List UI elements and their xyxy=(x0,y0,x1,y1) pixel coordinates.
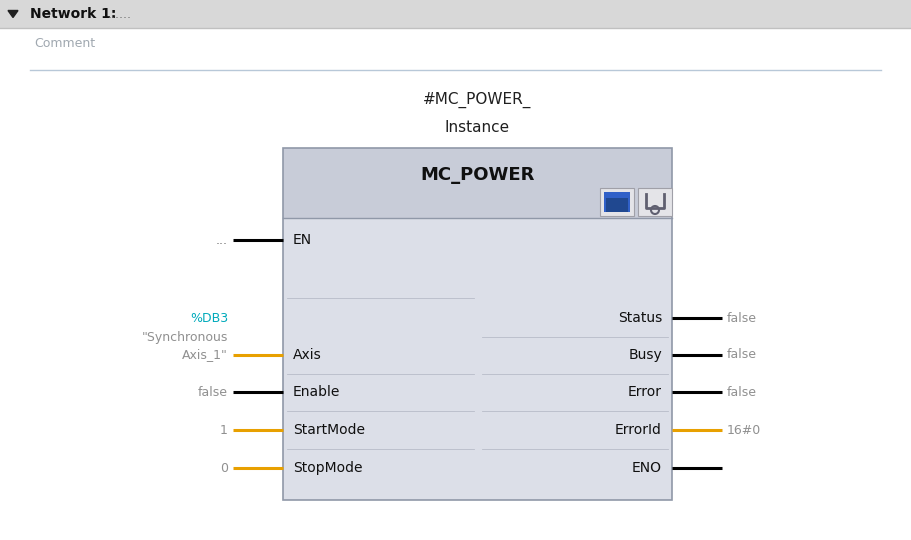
Polygon shape xyxy=(8,10,18,17)
Bar xyxy=(600,188,634,216)
Bar xyxy=(283,148,672,218)
Text: ......: ...... xyxy=(108,8,132,21)
Text: StartMode: StartMode xyxy=(293,423,365,437)
Text: EN: EN xyxy=(293,233,312,247)
Bar xyxy=(604,192,630,212)
Text: Axis_1": Axis_1" xyxy=(182,348,228,361)
Text: Error: Error xyxy=(628,385,662,399)
Text: ErrorId: ErrorId xyxy=(615,423,662,437)
Bar xyxy=(606,198,628,212)
Text: Axis: Axis xyxy=(293,348,322,362)
Text: #MC_POWER_: #MC_POWER_ xyxy=(424,92,532,108)
Text: 1: 1 xyxy=(220,423,228,436)
Text: 0: 0 xyxy=(220,462,228,475)
Text: Network 1:: Network 1: xyxy=(30,7,117,21)
Text: false: false xyxy=(198,386,228,399)
Text: StopMode: StopMode xyxy=(293,461,363,475)
Text: Enable: Enable xyxy=(293,385,341,399)
Text: Comment: Comment xyxy=(34,37,95,50)
Text: 16#0: 16#0 xyxy=(727,423,762,436)
Text: Status: Status xyxy=(618,311,662,325)
Text: false: false xyxy=(727,312,757,325)
Text: Instance: Instance xyxy=(445,120,510,136)
Bar xyxy=(283,218,672,500)
Bar xyxy=(0,0,911,28)
Text: "Synchronous: "Synchronous xyxy=(141,330,228,343)
Text: %DB3: %DB3 xyxy=(189,313,228,326)
Text: MC_POWER: MC_POWER xyxy=(420,166,535,184)
Bar xyxy=(638,188,672,216)
Text: false: false xyxy=(727,386,757,399)
Text: Busy: Busy xyxy=(629,348,662,362)
Bar xyxy=(283,148,672,500)
Text: ...: ... xyxy=(216,233,228,246)
Text: false: false xyxy=(727,348,757,361)
Text: ENO: ENO xyxy=(632,461,662,475)
